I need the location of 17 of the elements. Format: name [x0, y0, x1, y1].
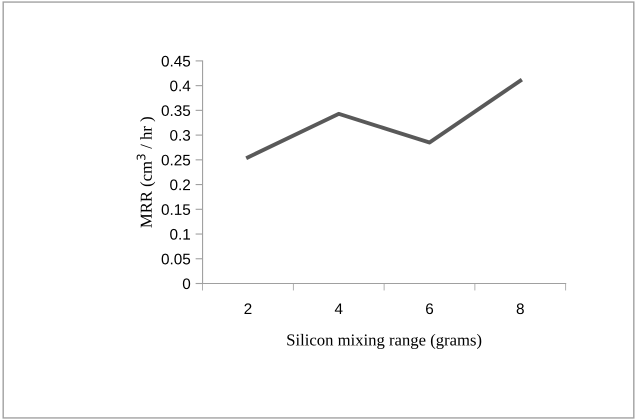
y-tick-label: 0.05: [162, 254, 190, 264]
y-tick-label: 0.3: [170, 130, 190, 141]
y-tick-label: 0.4: [170, 80, 190, 92]
y-tick-label: 0.35: [162, 105, 190, 116]
y-axis-title: MRR (cm$^{3}$ / hr ): [136, 117, 156, 228]
y-tick-label: 0.15: [162, 204, 190, 215]
x-tick-label: 8: [516, 303, 524, 314]
y-tick-label: 0.1: [170, 228, 190, 240]
y-tick-label: 0.45: [162, 56, 190, 67]
y-tick-label: 0.25: [162, 154, 190, 166]
x-tick-label: 6: [426, 303, 434, 314]
y-tick-label: 0: [182, 278, 190, 290]
x-axis-title: Silicon mixing range (grams): [287, 334, 482, 350]
line-series: [246, 78, 522, 160]
x-tick-label: 2: [244, 303, 252, 314]
y-tick-label: 0.2: [170, 179, 190, 190]
x-tick-label: 4: [334, 304, 343, 314]
